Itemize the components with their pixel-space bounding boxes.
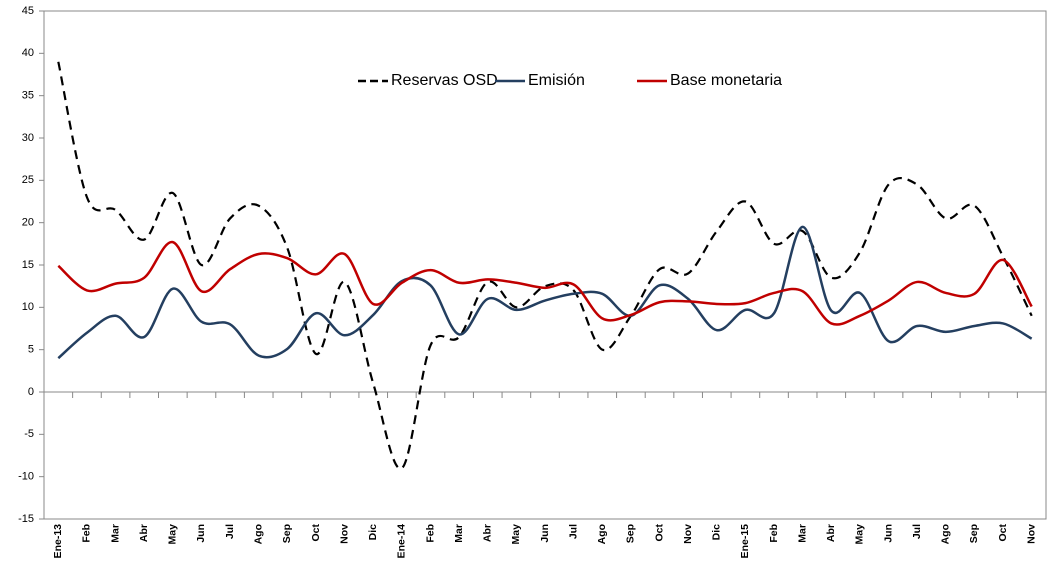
x-tick-label: Mar	[796, 524, 808, 543]
x-tick-label: Mar	[109, 524, 121, 543]
x-tick-label: Sep	[625, 524, 637, 543]
x-tick-label: Ene-15	[739, 524, 751, 559]
y-tick-label: -5	[24, 428, 34, 440]
x-tick-label: Jul	[567, 524, 579, 539]
x-tick-label: Nov	[682, 524, 694, 544]
legend-label: Emisión	[528, 72, 585, 89]
x-tick-label: Ago	[940, 524, 952, 544]
x-tick-label: May	[510, 524, 522, 545]
x-tick-label: Abr	[825, 524, 837, 542]
x-tick-label: May	[167, 524, 179, 545]
x-tick-label: Jul	[911, 524, 923, 539]
series-line	[57, 61, 1033, 470]
x-tick-label: Feb	[81, 524, 93, 543]
x-tick-label: Ene-13	[52, 524, 64, 559]
x-tick-label: Sep	[281, 524, 293, 543]
x-tick-label: Feb	[768, 524, 780, 543]
x-tick-label: Oct	[653, 524, 665, 542]
legend-label: Base monetaria	[670, 72, 782, 89]
x-tick-label: Abr	[482, 524, 494, 542]
y-tick-label: 20	[22, 217, 34, 229]
y-tick-label: -15	[18, 513, 34, 525]
y-tick-label: 25	[22, 174, 34, 186]
y-tick-label: 0	[28, 386, 34, 398]
x-tick-label: Ene-14	[396, 524, 408, 559]
y-tick-label: 35	[22, 90, 34, 102]
x-tick-label: Dic	[711, 524, 723, 541]
series-line	[57, 240, 1033, 326]
x-tick-label: Jul	[224, 524, 236, 539]
y-tick-label: 10	[22, 301, 34, 313]
x-tick-label: Sep	[968, 524, 980, 543]
x-tick-label: Jun	[882, 524, 894, 543]
y-tick-label: 5	[28, 344, 34, 356]
x-tick-label: Ago	[252, 524, 264, 544]
x-tick-label: Oct	[997, 524, 1009, 542]
x-tick-label: Oct	[310, 524, 322, 542]
x-tick-label: Mar	[453, 524, 465, 543]
y-tick-label: 40	[22, 47, 34, 59]
legend-label: Reservas OSD	[391, 72, 498, 89]
x-tick-label: Jun	[195, 524, 207, 543]
y-tick-label: 30	[22, 132, 34, 144]
x-tick-label: Nov	[338, 524, 350, 544]
series-line	[57, 225, 1033, 360]
x-tick-label: Nov	[1025, 524, 1037, 544]
x-tick-label: May	[854, 524, 866, 545]
y-tick-label: 15	[22, 259, 34, 271]
y-tick-label: 45	[22, 5, 34, 17]
x-tick-label: Jun	[539, 524, 551, 543]
x-tick-label: Ago	[596, 524, 608, 544]
x-tick-label: Abr	[138, 524, 150, 542]
x-tick-label: Dic	[367, 524, 379, 541]
x-tick-label: Feb	[424, 524, 436, 543]
y-tick-label: -10	[18, 471, 34, 483]
